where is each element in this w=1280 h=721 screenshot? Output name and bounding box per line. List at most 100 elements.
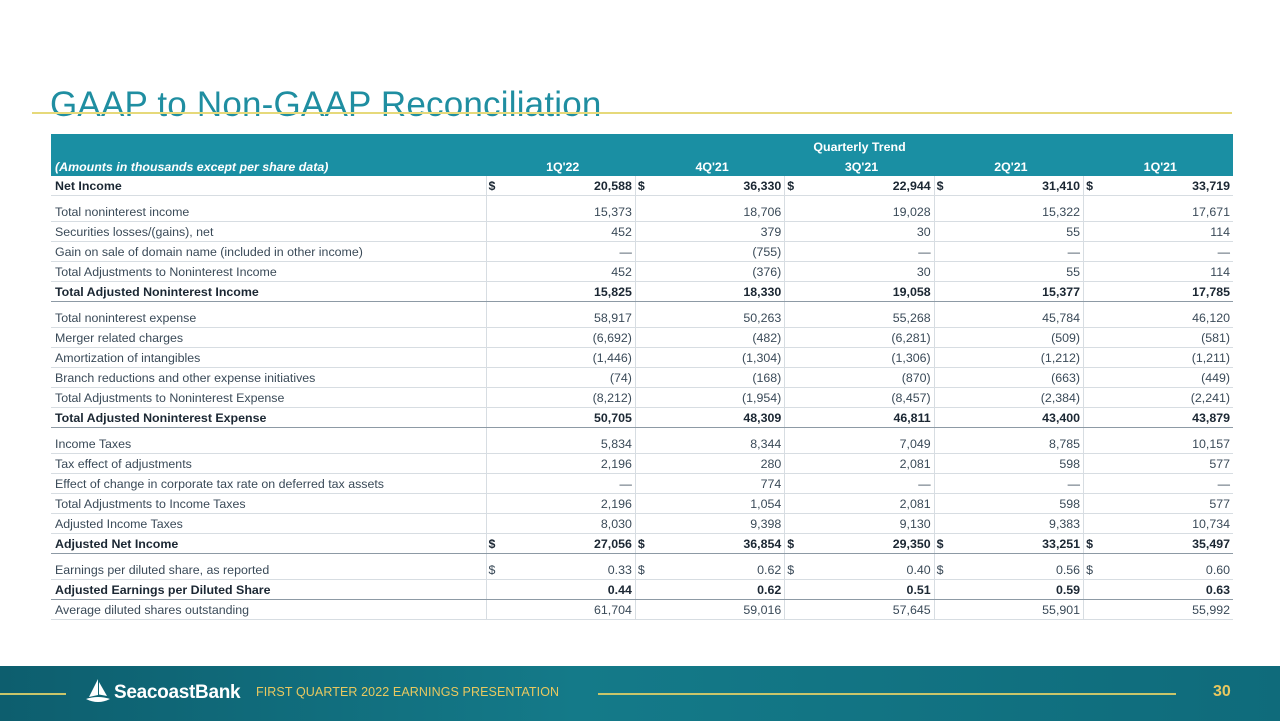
currency-symbol: [485, 599, 500, 620]
quarterly-trend-header: Quarterly Trend: [486, 134, 1234, 154]
table-row: Adjusted Income Taxes 8,030 9,398 9,130 9,38…: [51, 513, 1234, 534]
currency-symbol: [784, 493, 799, 514]
table-row: Income Taxes 5,834 8,344 7,049 8,785 10,157: [51, 427, 1234, 454]
table-row: Total Adjustments to Income Taxes 2,196 1,…: [51, 493, 1234, 514]
currency-symbol: [1083, 579, 1098, 600]
currency-symbol: [784, 407, 799, 428]
currency-symbol: [634, 493, 650, 514]
currency-symbol: [634, 407, 650, 428]
cell-value: 114: [1097, 221, 1234, 242]
cell-value: (482): [649, 327, 785, 348]
currency-symbol: [933, 407, 949, 428]
brand-wordmark: SeacoastBank: [114, 682, 241, 703]
period-header: 4Q'21: [635, 154, 785, 176]
cell-value: —: [948, 473, 1084, 494]
cell-value: 30: [798, 261, 935, 282]
currency-symbol: [1083, 387, 1098, 408]
cell-value: 2,196: [500, 453, 636, 474]
title-divider: [32, 112, 1232, 114]
currency-symbol: [485, 513, 500, 534]
cell-value: —: [1097, 473, 1234, 494]
table-row: Adjusted Net Income $27,056 $36,854 $29,350…: [51, 533, 1234, 554]
cell-value: 18,330: [649, 281, 785, 302]
currency-symbol: [485, 473, 500, 494]
cell-value: 29,350: [798, 533, 935, 554]
currency-symbol: [1083, 281, 1098, 302]
cell-value: 577: [1097, 453, 1234, 474]
currency-symbol: $: [933, 553, 949, 580]
cell-value: 46,811: [798, 407, 935, 428]
currency-symbol: [933, 195, 949, 222]
cell-value: 55: [948, 261, 1084, 282]
currency-symbol: [634, 453, 650, 474]
currency-symbol: [784, 221, 799, 242]
cell-value: (6,281): [798, 327, 935, 348]
row-label: Adjusted Income Taxes: [51, 513, 486, 534]
currency-symbol: $: [1083, 176, 1098, 196]
currency-symbol: [784, 599, 799, 620]
currency-symbol: [784, 241, 799, 262]
currency-symbol: [784, 579, 799, 600]
cell-value: 774: [649, 473, 785, 494]
cell-value: 9,398: [649, 513, 785, 534]
currency-symbol: [485, 579, 500, 600]
cell-value: (1,304): [649, 347, 785, 368]
row-label: Adjusted Earnings per Diluted Share: [51, 579, 486, 600]
row-label: Net Income: [51, 176, 486, 196]
currency-symbol: [933, 579, 949, 600]
cell-value: —: [798, 473, 935, 494]
currency-symbol: [784, 301, 799, 328]
units-label: (Amounts in thousands except per share d…: [51, 154, 486, 176]
cell-value: 55,992: [1097, 599, 1234, 620]
cell-value: 5,834: [500, 427, 636, 454]
currency-symbol: [933, 301, 949, 328]
row-label: Total noninterest income: [51, 195, 486, 222]
currency-symbol: [634, 579, 650, 600]
currency-symbol: [933, 473, 949, 494]
currency-symbol: $: [634, 533, 650, 554]
currency-symbol: [634, 241, 650, 262]
cell-value: 10,734: [1097, 513, 1234, 534]
cell-value: 15,322: [948, 195, 1084, 222]
cell-value: 43,400: [948, 407, 1084, 428]
cell-value: 17,671: [1097, 195, 1234, 222]
cell-value: 15,377: [948, 281, 1084, 302]
currency-symbol: $: [485, 533, 500, 554]
cell-value: (509): [948, 327, 1084, 348]
period-header: 3Q'21: [784, 154, 935, 176]
table-row: Tax effect of adjustments 2,196 280 2,081 59…: [51, 453, 1234, 474]
row-label: Total Adjustments to Noninterest Income: [51, 261, 486, 282]
cell-value: 20,588: [500, 176, 636, 196]
row-label: Income Taxes: [51, 427, 486, 454]
cell-value: —: [798, 241, 935, 262]
currency-symbol: [933, 241, 949, 262]
cell-value: —: [1097, 241, 1234, 262]
currency-symbol: $: [933, 533, 949, 554]
cell-value: 36,330: [649, 176, 785, 196]
currency-symbol: $: [1083, 553, 1098, 580]
currency-symbol: [933, 513, 949, 534]
currency-symbol: $: [784, 176, 799, 196]
currency-symbol: [1083, 599, 1098, 620]
currency-symbol: [485, 327, 500, 348]
currency-symbol: [933, 261, 949, 282]
cell-value: 46,120: [1097, 301, 1234, 328]
cell-value: (449): [1097, 367, 1234, 388]
currency-symbol: $: [634, 553, 650, 580]
table-row: Effect of change in corporate tax rate o…: [51, 473, 1234, 494]
currency-symbol: [485, 261, 500, 282]
period-header: 1Q'22: [486, 154, 636, 176]
cell-value: (2,241): [1097, 387, 1234, 408]
cell-value: (1,446): [500, 347, 636, 368]
row-label: Effect of change in corporate tax rate o…: [51, 473, 486, 494]
cell-value: (6,692): [500, 327, 636, 348]
currency-symbol: [634, 261, 650, 282]
cell-value: (1,306): [798, 347, 935, 368]
period-header: 1Q'21: [1083, 154, 1234, 176]
currency-symbol: [784, 473, 799, 494]
currency-symbol: [933, 327, 949, 348]
cell-value: 0.33: [500, 553, 636, 580]
currency-symbol: $: [933, 176, 949, 196]
cell-value: 55: [948, 221, 1084, 242]
currency-symbol: $: [634, 176, 650, 196]
